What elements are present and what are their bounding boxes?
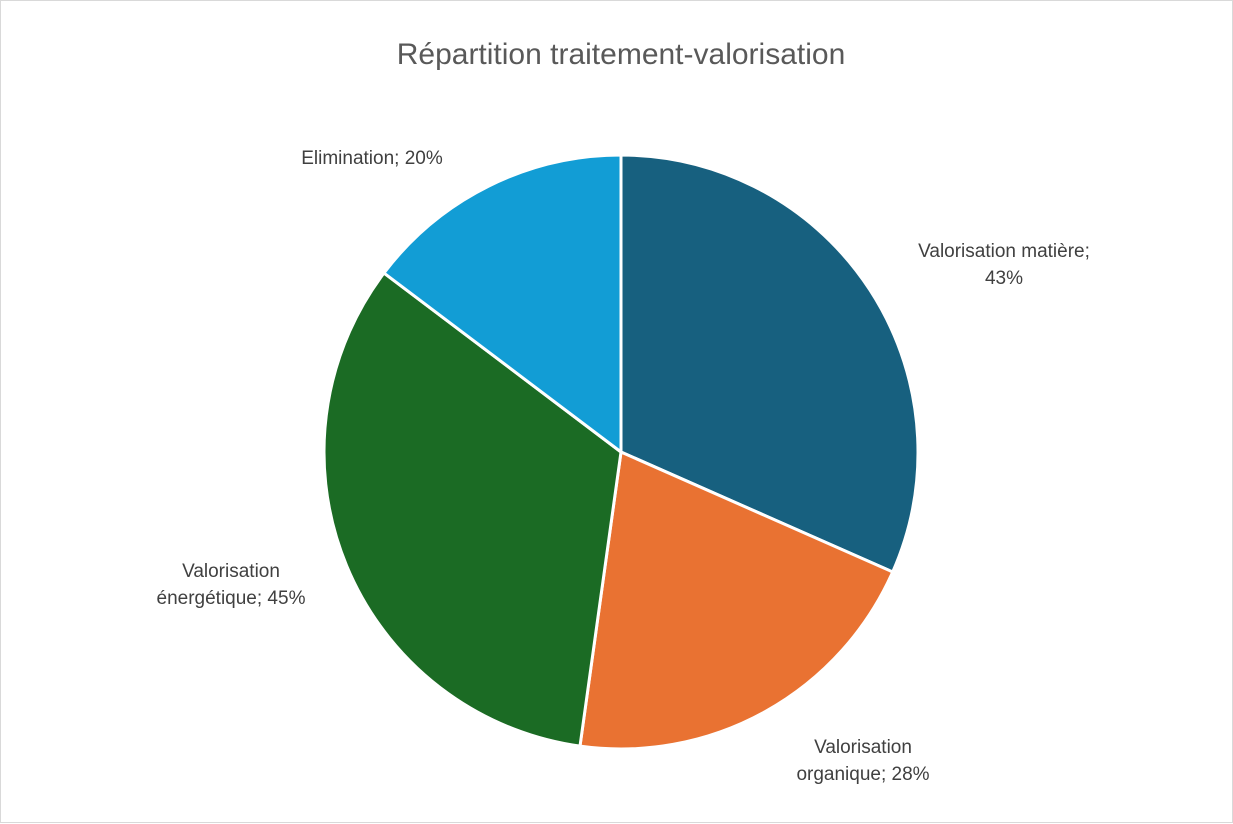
pie-slices — [322, 153, 920, 751]
pie-data-label-4: Elimination; 20% — [301, 148, 443, 169]
pie-slice-3 — [322, 271, 623, 748]
pie-data-label-3: Valorisation énergétique; 45% — [157, 561, 306, 609]
pie-data-label-line: Valorisation — [814, 737, 912, 758]
pie-data-label-line: organique; 28% — [796, 764, 929, 785]
chart-title: Répartition traitement-valorisation — [397, 38, 846, 71]
pie-data-label-line: Elimination; 20% — [301, 148, 443, 169]
pie-data-label-line: énergétique; 45% — [157, 588, 306, 609]
pie-data-label-2: Valorisation organique; 28% — [796, 737, 929, 785]
pie-data-labels: Valorisation matière; 43% Valorisation orga… — [157, 148, 1090, 785]
pie-data-label-line: 43% — [985, 268, 1023, 289]
pie-data-label-line: Valorisation — [182, 561, 280, 582]
pie-data-label-line: Valorisation matière; — [918, 241, 1090, 262]
pie-slice-4 — [382, 153, 623, 454]
pie-slice-2 — [578, 450, 895, 751]
pie-data-label-1: Valorisation matière; 43% — [918, 241, 1090, 289]
pie-slice-1 — [619, 153, 920, 574]
